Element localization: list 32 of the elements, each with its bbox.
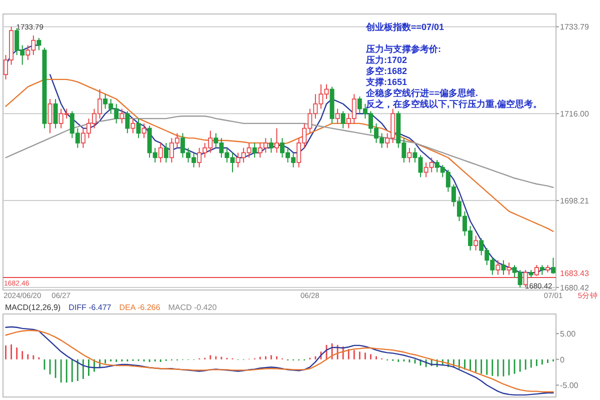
candlestick bbox=[53, 98, 58, 129]
candlestick bbox=[164, 142, 168, 164]
y-tick-label: 1680.42 bbox=[560, 283, 590, 292]
candlestick bbox=[496, 260, 500, 276]
candlestick bbox=[501, 260, 506, 276]
annotation: 压力与支撑参考价: bbox=[365, 44, 441, 54]
y-tick-label: 1698.21 bbox=[560, 196, 590, 206]
candlestick bbox=[252, 142, 257, 158]
y-tick-label: 1733.79 bbox=[560, 22, 590, 32]
annotation: 反之，在多空线以下,下行压力重,偏空思考。 bbox=[365, 99, 542, 109]
text: MACD -0.420 bbox=[168, 303, 218, 312]
annotation: 企稳多空线行进==偏多思维. bbox=[365, 88, 478, 98]
candlestick bbox=[136, 118, 141, 139]
candlestick bbox=[407, 147, 412, 164]
text: DIFF -6.477 bbox=[68, 303, 112, 312]
y-tick-label: 5.00 bbox=[560, 330, 576, 339]
candlestick bbox=[158, 142, 163, 164]
y-tick-label: 1716.00 bbox=[560, 110, 590, 119]
candlestick bbox=[506, 262, 512, 276]
annotation: 压力:1702 bbox=[365, 55, 408, 65]
text: 1683.43 bbox=[560, 268, 590, 278]
annotation: 支撑:1651 bbox=[365, 77, 408, 87]
annotation: 多空:1682 bbox=[366, 66, 408, 76]
candlestick bbox=[550, 257, 556, 274]
y-tick-label: 0 bbox=[560, 355, 565, 364]
candlestick bbox=[142, 122, 146, 139]
text: MACD(12,26,9) bbox=[5, 303, 61, 312]
y-tick-label: -5.00 bbox=[560, 381, 579, 390]
text: DEA -6.266 bbox=[119, 303, 161, 312]
candlestick bbox=[48, 98, 52, 134]
annotation: 创业板指数==07/01 bbox=[365, 22, 444, 32]
line-series bbox=[5, 78, 554, 232]
